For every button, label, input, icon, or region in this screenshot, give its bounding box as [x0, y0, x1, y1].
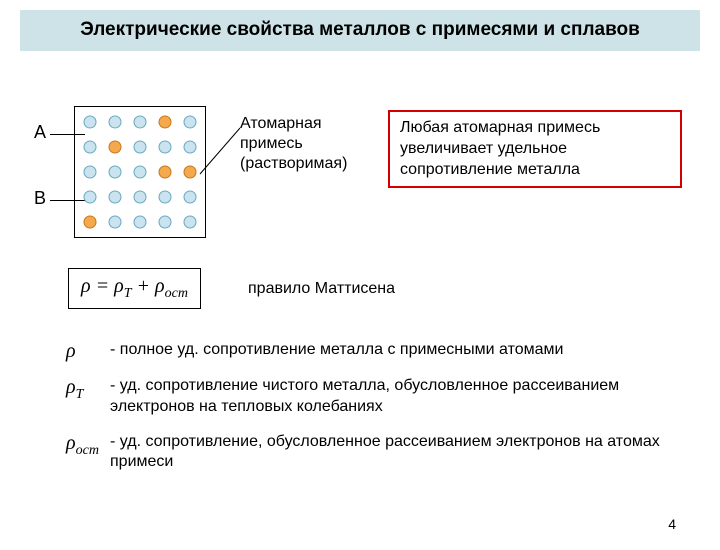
callout-statement: Любая атомарная примесь увеличивает удел… — [388, 110, 682, 188]
definition-text: - уд. сопротивление чистого металла, обу… — [110, 376, 666, 418]
slide-title: Электрические свойства металлов с примес… — [20, 10, 700, 51]
label-a: А — [34, 122, 46, 143]
matthiessen-formula: ρ = ρT + ρост — [68, 268, 201, 309]
definitions: ρ- полное уд. сопротивление металла с пр… — [66, 340, 666, 487]
definition-row: ρ- полное уд. сопротивление металла с пр… — [66, 340, 666, 362]
definition-symbol: ρ — [66, 340, 110, 362]
definition-row: ρT- уд. сопротивление чистого металла, о… — [66, 376, 666, 418]
definition-row: ρост- уд. сопротивление, обусловленное р… — [66, 432, 666, 474]
page-number: 4 — [668, 516, 676, 532]
definition-symbol: ρT — [66, 376, 110, 402]
lattice-diagram — [74, 106, 206, 238]
definition-text: - уд. сопротивление, обусловленное рассе… — [110, 432, 666, 474]
definition-symbol: ρост — [66, 432, 110, 458]
matthiessen-label: правило Маттисена — [248, 280, 395, 298]
impurity-caption: Атомарнаяпримесь(растворимая) — [240, 114, 347, 174]
definition-text: - полное уд. сопротивление металла с при… — [110, 340, 666, 361]
label-b: В — [34, 188, 46, 209]
